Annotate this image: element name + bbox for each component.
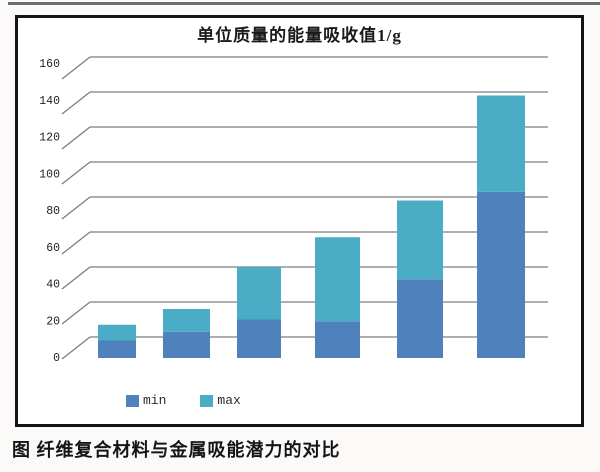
y-axis-tick-label: 60 [46,242,60,255]
legend-swatch-max [200,395,214,407]
bar-segment-min [237,319,281,358]
bar-segment-max [397,200,443,280]
top-divider-line [8,2,600,5]
y-axis-tick-label: 140 [39,95,60,108]
y-axis-tick-label: 20 [46,315,60,328]
gridline-depth-connector [61,301,91,325]
bar-segment-min [397,279,443,358]
bar-segment-max [237,267,281,320]
y-axis-tick-label: 80 [46,205,60,218]
legend-label-min: min [143,393,167,408]
bar-chart-plot: 160 140 120 100 80 60 40 20 0 [39,56,548,365]
legend-item-min: min [126,393,167,408]
chart-legend: min max [126,393,241,408]
gridline-depth-connector [61,266,91,290]
y-axis-tick-label: 120 [39,132,60,145]
gridline-depth-connector [61,126,91,150]
y-axis-tick-label: 100 [39,168,60,181]
bar-segment-max [163,309,210,332]
bar-segment-min [477,191,525,358]
bar-segment-min [163,331,210,358]
gridline-depth-connector [61,161,91,185]
gridline-depth-connector [61,231,91,255]
bar-segment-max [315,237,360,322]
y-axis-tick-label: 40 [46,279,60,292]
gridline-depth-connector [61,196,91,220]
figure-caption: 图 纤维复合材料与金属吸能潜力的对比 [12,440,341,460]
gridline-depth-connector [61,91,91,115]
gridline-depth-connector [61,56,91,80]
legend-swatch-min [126,395,139,407]
bar-segment-max [98,324,136,341]
chart-frame: 160 140 120 100 80 60 40 20 0 单位质量的能量吸收值1/g min … [15,15,584,427]
legend-label-max: max [217,393,241,408]
y-axis-tick-label: 0 [53,352,60,365]
gridline-depth-connector [61,336,91,360]
bar-segment-max [477,95,525,192]
legend-item-max: max [200,393,241,408]
y-axis-tick-label: 160 [39,58,60,71]
chart-title: 单位质量的能量吸收值1/g [197,26,402,45]
bar-segment-min [98,340,136,358]
bar-segment-min [315,321,360,358]
